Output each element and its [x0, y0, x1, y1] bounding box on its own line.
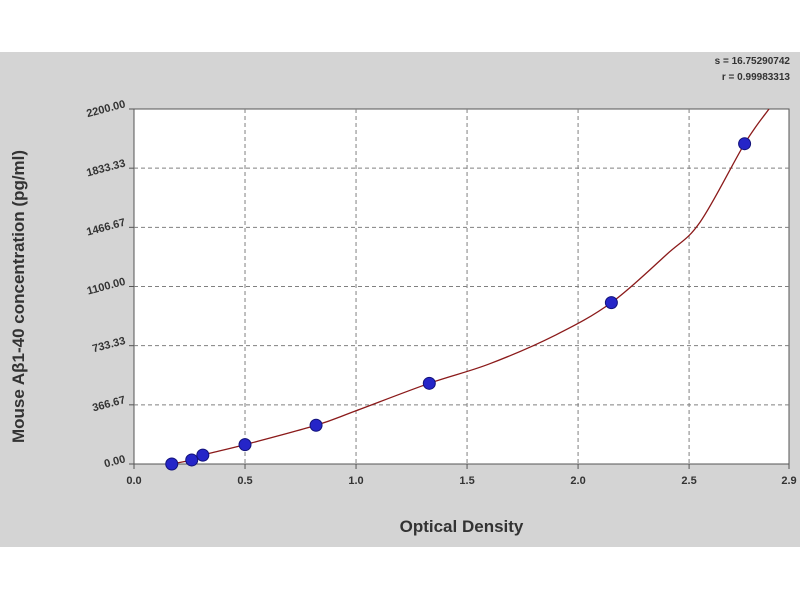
y-axis-title: Mouse Aβ1-40 concentration (pg/ml): [9, 150, 28, 443]
plot-area: [133, 108, 790, 465]
chart-frame: 0.0 0.5 1.0 1.5 2.0 2.5 2.9 0.00 366.67 733.33 110…: [0, 52, 800, 547]
point-layer: [165, 137, 752, 471]
y-tick-label: 2200.00: [85, 98, 127, 120]
x-tick-label: 2.5: [681, 475, 696, 487]
x-tick-label: 0.0: [126, 475, 141, 487]
y-tick-label: 1100.00: [86, 276, 127, 298]
chart-svg: 0.0 0.5 1.0 1.5 2.0 2.5 2.9 0.00 366.67 733.33 110…: [9, 98, 797, 536]
data-point: [309, 418, 323, 432]
y-tick-label: 1466.67: [85, 217, 127, 239]
y-tick-label: 366.67: [91, 394, 127, 414]
x-tick-label: 0.5: [237, 475, 252, 487]
curve-layer: [168, 109, 770, 464]
data-point: [165, 457, 179, 471]
x-tick-label: 1.5: [459, 475, 474, 487]
grid-layer: [134, 109, 789, 464]
fit-s-value: s = 16.75290742: [714, 56, 790, 67]
data-point: [422, 376, 436, 390]
data-point: [185, 453, 199, 467]
y-tick-label: 1833.33: [85, 157, 127, 179]
data-point: [604, 296, 618, 310]
y-tick-label: 0.00: [103, 453, 127, 470]
fit-curve-line: [168, 109, 770, 464]
data-point: [738, 137, 752, 151]
x-tick-label: 2.0: [570, 475, 585, 487]
tick-layer: 0.0 0.5 1.0 1.5 2.0 2.5 2.9 0.00 366.67 733.33 110…: [85, 98, 796, 487]
data-point: [196, 448, 210, 462]
y-tick-label: 733.33: [91, 335, 127, 355]
x-tick-label: 2.9: [781, 475, 796, 487]
data-point: [238, 438, 252, 452]
x-tick-label: 1.0: [348, 475, 363, 487]
fit-r-value: r = 0.99983313: [721, 72, 790, 83]
x-axis-title: Optical Density: [400, 517, 524, 536]
